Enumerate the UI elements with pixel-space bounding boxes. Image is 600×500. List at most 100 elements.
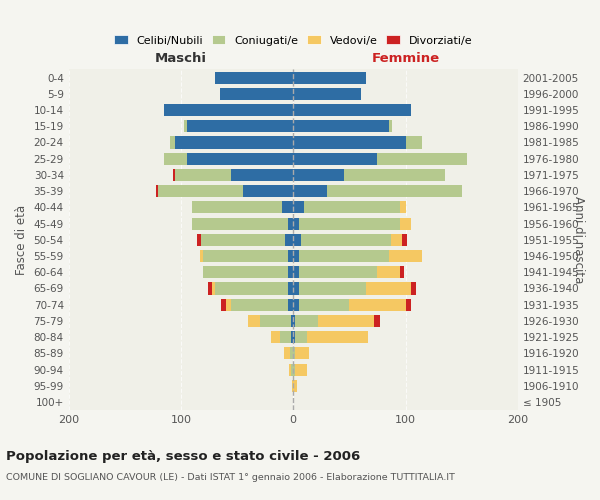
Bar xyxy=(293,136,406,148)
Y-axis label: Fasce di età: Fasce di età xyxy=(15,205,28,275)
Bar xyxy=(295,315,318,327)
Bar xyxy=(299,298,349,311)
Bar xyxy=(293,364,295,376)
Bar xyxy=(292,380,293,392)
Text: Popolazione per età, sesso e stato civile - 2006: Popolazione per età, sesso e stato civil… xyxy=(6,450,360,463)
Bar xyxy=(389,250,422,262)
Bar xyxy=(215,282,287,294)
Bar xyxy=(299,250,389,262)
Bar xyxy=(389,120,392,132)
Bar xyxy=(299,266,377,278)
Text: Maschi: Maschi xyxy=(155,52,207,64)
Legend: Celibi/Nubili, Coniugati/e, Vedovi/e, Divorziati/e: Celibi/Nubili, Coniugati/e, Vedovi/e, Di… xyxy=(110,31,476,50)
Bar xyxy=(226,298,232,311)
Bar xyxy=(299,282,366,294)
Bar xyxy=(271,331,280,343)
Bar xyxy=(377,152,467,165)
Bar xyxy=(287,266,293,278)
Bar xyxy=(327,185,461,197)
Text: COMUNE DI SOGLIANO CAVOUR (LE) - Dati ISTAT 1° gennaio 2006 - Elaborazione TUTTI: COMUNE DI SOGLIANO CAVOUR (LE) - Dati IS… xyxy=(6,472,455,482)
Bar xyxy=(411,282,416,294)
Bar xyxy=(293,218,299,230)
Bar xyxy=(192,202,282,213)
Bar xyxy=(391,234,402,246)
Bar xyxy=(156,185,158,197)
Bar xyxy=(290,348,293,360)
Bar xyxy=(187,152,293,165)
Bar xyxy=(280,331,291,343)
Bar xyxy=(184,120,187,132)
Bar xyxy=(366,282,411,294)
Bar xyxy=(377,266,400,278)
Bar xyxy=(293,152,377,165)
Bar xyxy=(406,136,422,148)
Bar xyxy=(220,88,293,100)
Bar xyxy=(349,298,406,311)
Bar xyxy=(221,298,226,311)
Bar xyxy=(170,136,175,148)
Bar xyxy=(293,298,299,311)
Bar xyxy=(293,266,299,278)
Bar xyxy=(374,315,380,327)
Bar xyxy=(208,282,212,294)
Bar xyxy=(301,234,391,246)
Text: Femmine: Femmine xyxy=(371,52,440,64)
Bar xyxy=(203,266,287,278)
Bar xyxy=(295,364,307,376)
Bar xyxy=(293,250,299,262)
Bar xyxy=(295,331,307,343)
Bar xyxy=(293,315,295,327)
Bar xyxy=(287,282,293,294)
Bar xyxy=(293,120,389,132)
Bar xyxy=(232,169,293,181)
Bar xyxy=(164,152,187,165)
Bar xyxy=(187,120,293,132)
Bar xyxy=(173,169,175,181)
Bar xyxy=(304,202,400,213)
Bar xyxy=(289,364,291,376)
Bar xyxy=(175,169,232,181)
Bar xyxy=(287,298,293,311)
Bar xyxy=(293,88,361,100)
Bar xyxy=(293,202,304,213)
Bar xyxy=(291,331,293,343)
Bar xyxy=(287,218,293,230)
Bar xyxy=(293,234,301,246)
Bar xyxy=(402,234,407,246)
Bar xyxy=(293,169,344,181)
Bar xyxy=(406,298,411,311)
Bar xyxy=(295,348,309,360)
Bar xyxy=(400,266,404,278)
Bar xyxy=(284,348,290,360)
Bar xyxy=(197,234,201,246)
Bar xyxy=(291,364,293,376)
Bar xyxy=(212,282,215,294)
Bar xyxy=(344,169,445,181)
Bar xyxy=(248,315,260,327)
Bar xyxy=(192,218,287,230)
Y-axis label: Anni di nascita: Anni di nascita xyxy=(572,196,585,284)
Bar xyxy=(293,72,366,84)
Bar xyxy=(293,348,295,360)
Bar xyxy=(400,202,406,213)
Bar xyxy=(286,234,293,246)
Bar xyxy=(260,315,291,327)
Bar xyxy=(232,298,287,311)
Bar xyxy=(299,218,400,230)
Bar xyxy=(282,202,293,213)
Bar xyxy=(400,218,411,230)
Bar xyxy=(215,72,293,84)
Bar xyxy=(175,136,293,148)
Bar xyxy=(291,315,293,327)
Bar xyxy=(203,250,287,262)
Bar xyxy=(293,104,411,116)
Bar xyxy=(293,282,299,294)
Bar xyxy=(307,331,368,343)
Bar xyxy=(293,331,295,343)
Bar xyxy=(287,250,293,262)
Bar xyxy=(201,234,286,246)
Bar xyxy=(318,315,374,327)
Bar xyxy=(293,380,296,392)
Bar xyxy=(164,104,293,116)
Bar xyxy=(243,185,293,197)
